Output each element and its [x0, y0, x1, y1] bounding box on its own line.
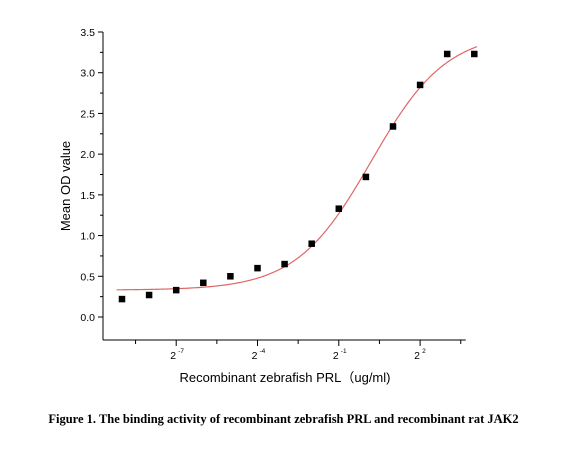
- x-tick-label-exponent: 2: [422, 348, 426, 355]
- x-tick-label: 2: [252, 350, 258, 362]
- y-tick-label: 0.5: [80, 271, 95, 283]
- data-point: [335, 205, 343, 212]
- data-point: [308, 240, 315, 247]
- x-tick-label: 2: [414, 350, 420, 362]
- data-point: [416, 81, 424, 89]
- data-point: [362, 173, 370, 181]
- data-point: [471, 50, 478, 58]
- data-points: [118, 50, 478, 303]
- x-tick-label-exponent: -7: [178, 348, 184, 355]
- y-axis-label: Mean OD value: [58, 141, 73, 231]
- figure-caption: Figure 1. The binding activity of recomb…: [48, 412, 519, 426]
- y-tick-label: 2.5: [80, 108, 95, 120]
- y-tick-label: 3.5: [80, 27, 95, 39]
- data-point: [200, 279, 207, 287]
- x-axis-label: Recombinant zebrafish PRL（ug/ml): [180, 370, 391, 385]
- data-point: [389, 123, 397, 130]
- data-point: [118, 295, 126, 303]
- data-point: [281, 260, 288, 268]
- x-axis: 2 -7 2 -4 2 -1 2 2: [103, 339, 466, 362]
- x-tick-label: 2: [170, 350, 176, 362]
- y-tick-label: 1.5: [80, 190, 95, 202]
- x-tick-label: 2: [333, 350, 339, 362]
- data-point: [254, 264, 261, 272]
- data-point: [443, 50, 451, 58]
- x-tick-label-exponent: -4: [260, 348, 266, 355]
- data-point: [227, 273, 234, 280]
- y-tick-label: 0.0: [80, 312, 95, 324]
- y-tick-label: 3.0: [80, 68, 95, 80]
- data-point: [145, 291, 153, 299]
- y-axis: 0.0 0.5 1.0 1.5 2.0 2.5 3.0 3.5: [80, 27, 104, 340]
- data-point: [172, 286, 180, 294]
- y-tick-label: 1.0: [80, 231, 95, 243]
- y-tick-label: 2.0: [80, 149, 95, 161]
- x-tick-label-exponent: -1: [341, 348, 347, 355]
